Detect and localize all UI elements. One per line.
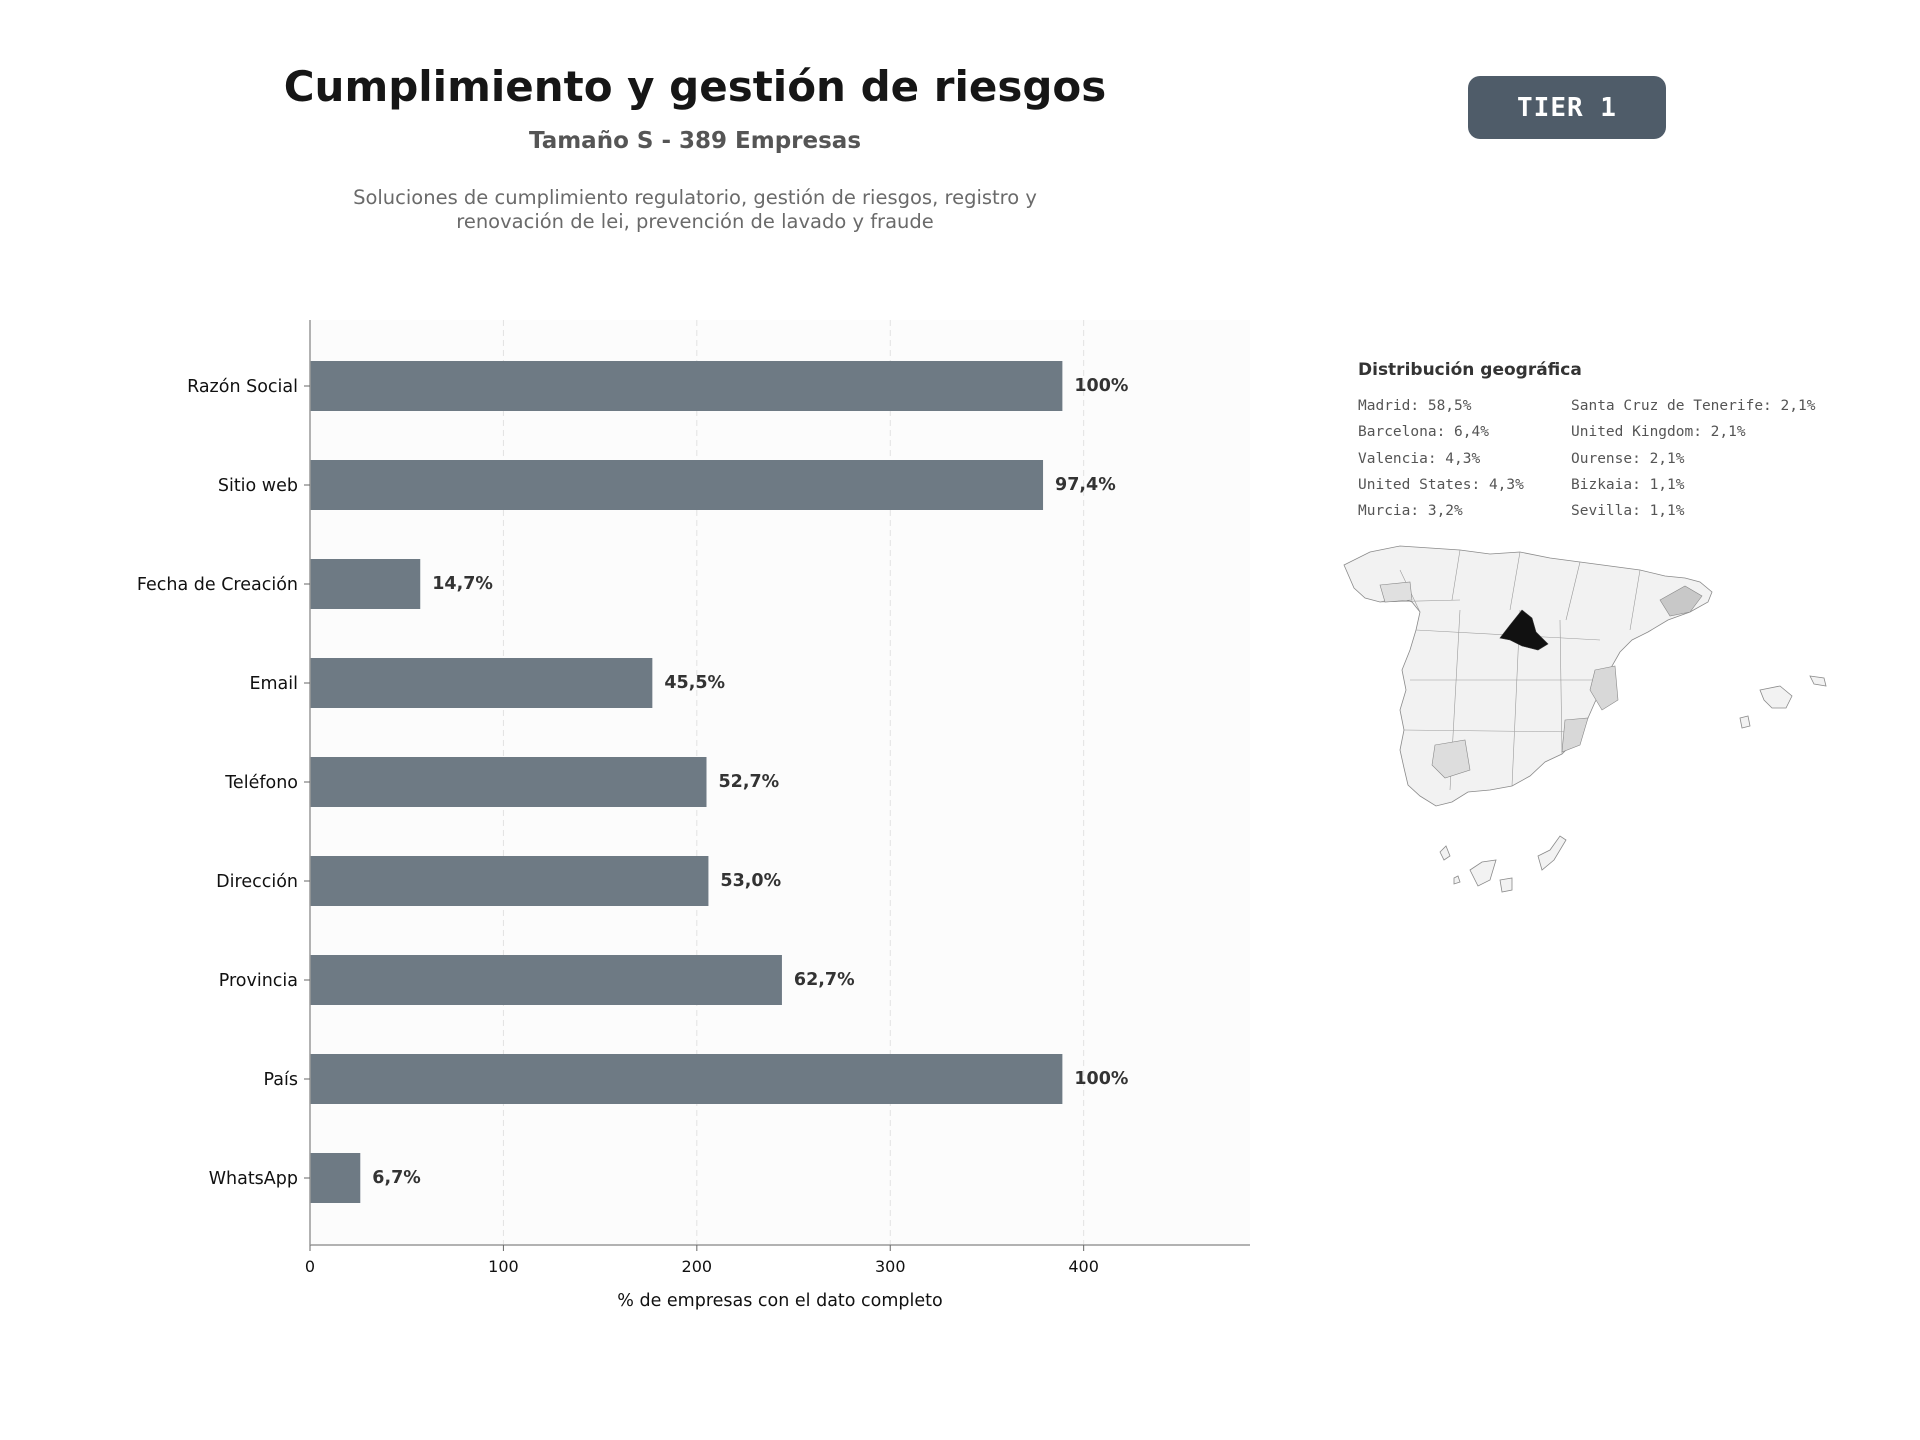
spain-map-image (1343, 545, 1827, 893)
category-label: Provincia (219, 971, 298, 991)
tier-badge: TIER 1 (1468, 76, 1666, 139)
value-label: 14,7% (432, 574, 493, 594)
geo-item: Santa Cruz de Tenerife: 2,1% (1571, 398, 1816, 414)
completeness-bar-chart: Razón Social 100% Sitio web 97,4% Fecha de C… (137, 320, 1250, 1311)
ourense-region-shape (1379, 581, 1413, 603)
page-title: Cumplimiento y gestión de riesgos (283, 62, 1107, 111)
value-label: 100% (1074, 1069, 1128, 1089)
x-tick-label: 100 (488, 1257, 519, 1276)
category-label: Fecha de Creación (137, 575, 298, 595)
valencia-region-shape (1589, 665, 1619, 711)
x-tick-label: 0 (305, 1257, 315, 1276)
madrid-region-shape (1499, 609, 1549, 651)
bar (310, 1153, 361, 1203)
geo-distribution-list: Madrid: 58,5% Barcelona: 6,4% Valencia: … (1358, 398, 1878, 529)
bar (310, 1054, 1063, 1104)
x-tick-label: 300 (875, 1257, 906, 1276)
geo-item: United States: 4,3% (1358, 476, 1524, 493)
page-subtitle: Tamaño S - 389 Empresas (528, 128, 862, 154)
value-label: 62,7% (794, 970, 855, 990)
x-axis-label: % de empresas con el dato completo (617, 1291, 942, 1311)
value-label: 100% (1074, 376, 1128, 396)
bar (310, 559, 421, 609)
geo-item: Valencia: 4,3% (1358, 450, 1481, 467)
value-label: 52,7% (719, 772, 780, 792)
category-label: País (264, 1070, 298, 1090)
geo-distribution-title: Distribución geográfica (1358, 360, 1582, 380)
page-description: Soluciones de cumplimiento regulatorio, … (353, 186, 1037, 233)
geo-item: Murcia: 3,2% (1358, 503, 1463, 520)
bar (310, 757, 707, 807)
category-label: Razón Social (187, 377, 298, 397)
geo-item: United Kingdom: 2,1% (1571, 424, 1746, 441)
category-label: Teléfono (224, 773, 298, 793)
value-label: 53,0% (720, 871, 781, 891)
category-label: Email (249, 674, 298, 694)
sevilla-region-shape (1431, 739, 1471, 779)
value-label: 6,7% (372, 1168, 421, 1188)
value-label: 45,5% (664, 673, 725, 693)
geo-item: Bizkaia: 1,1% (1571, 476, 1685, 493)
geo-item: Ourense: 2,1% (1571, 450, 1685, 467)
bar (310, 658, 653, 708)
x-tick-label: 400 (1068, 1257, 1099, 1276)
geo-item: Barcelona: 6,4% (1358, 424, 1489, 441)
x-tick-label: 200 (682, 1257, 713, 1276)
bar (310, 955, 782, 1005)
canary-islands-shape (1439, 835, 1567, 893)
category-label: Dirección (216, 872, 298, 892)
geo-item: Sevilla: 1,1% (1571, 503, 1685, 520)
value-label: 97,4% (1055, 475, 1116, 495)
murcia-region-shape (1561, 717, 1589, 753)
bar (310, 460, 1044, 510)
category-label: WhatsApp (209, 1169, 298, 1189)
bar (310, 361, 1063, 411)
geo-item: Madrid: 58,5% (1358, 398, 1472, 414)
balearic-islands-shape (1739, 675, 1827, 729)
category-label: Sitio web (218, 476, 298, 496)
barcelona-region-shape (1659, 585, 1703, 617)
bar (310, 856, 709, 906)
